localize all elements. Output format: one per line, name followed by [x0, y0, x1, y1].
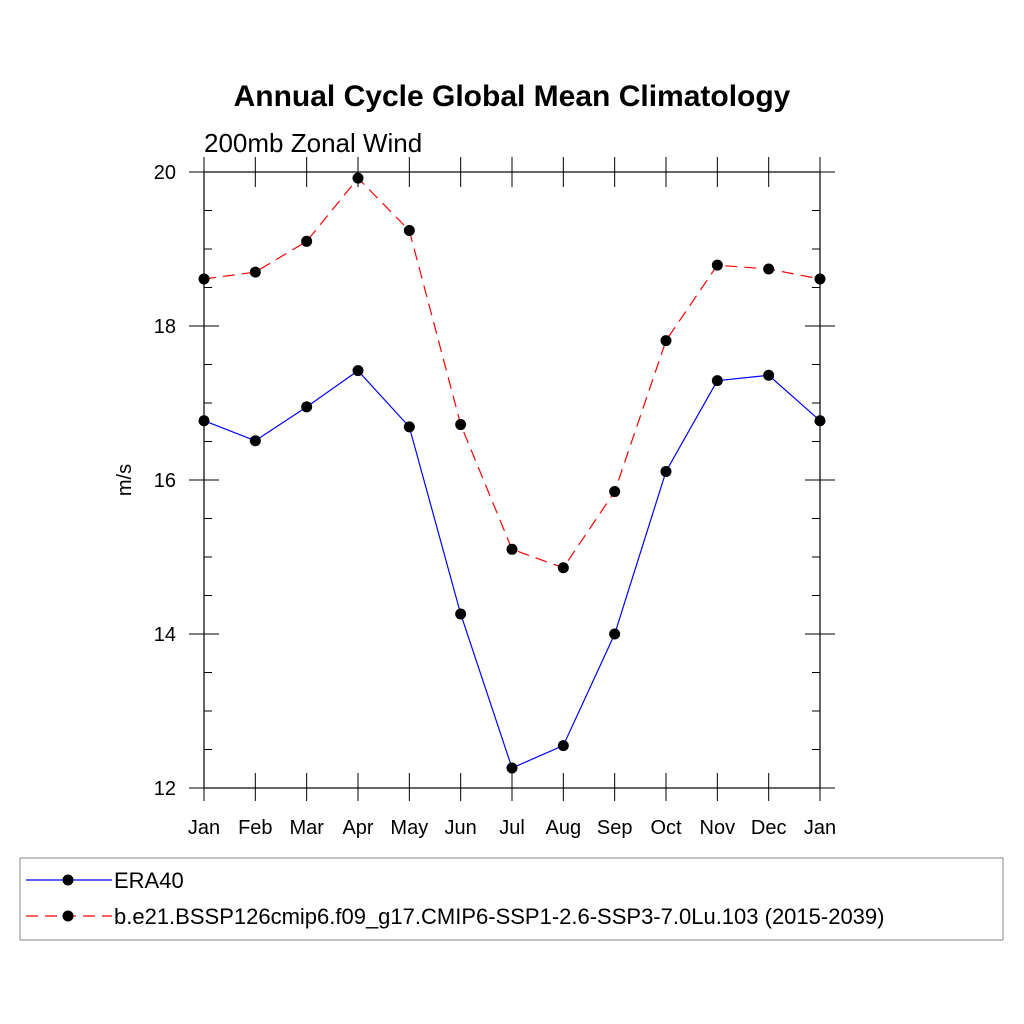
axis-tick-labels: Jan Feb Mar Apr May Jun Jul Aug Sep Oct Nov Dec Jan 1… — [154, 162, 836, 839]
series-1-point — [660, 466, 672, 478]
series-1-point — [814, 415, 826, 427]
series-1-point — [609, 628, 621, 640]
series-1-point — [506, 762, 518, 774]
series-line-2 — [203, 177, 821, 569]
x-tick-label: Sep — [597, 817, 633, 839]
x-tick-label: Mar — [289, 817, 324, 839]
series-1-point — [352, 365, 364, 377]
chart-subtitle: 200mb Zonal Wind — [204, 128, 422, 158]
legend: ERA40 b.e21.BSSP126cmip6.f09_g17.CMIP6-SS… — [26, 868, 884, 929]
x-tick-label: Jun — [445, 817, 477, 839]
series-2-point — [403, 225, 415, 237]
series-2-point — [506, 543, 518, 555]
series-2-point — [660, 335, 672, 347]
x-tick-label: Apr — [342, 817, 373, 839]
series-1-point — [249, 435, 261, 447]
series-2-point — [249, 266, 261, 278]
series-1-point — [763, 369, 775, 381]
legend-label-1: ERA40 — [114, 868, 184, 893]
chart-title: Annual Cycle Global Mean Climatology — [234, 80, 791, 113]
series-2-point — [455, 419, 467, 431]
x-tick-label: Feb — [238, 817, 272, 839]
series-1-point — [301, 401, 313, 413]
x-tick-label: Jul — [499, 817, 525, 839]
y-axis-label: m/s — [114, 464, 136, 496]
series-2-point — [198, 273, 210, 285]
series-1-point — [198, 415, 210, 427]
y-tick-label: 14 — [154, 624, 176, 646]
series-2-point — [352, 172, 364, 184]
x-tick-label: Aug — [546, 817, 582, 839]
legend-marker-2 — [62, 910, 74, 922]
x-tick-label: Jan — [188, 817, 220, 839]
axis-ticks — [189, 157, 835, 801]
series-1-point — [403, 421, 415, 433]
plot-frame — [203, 171, 821, 789]
legend-marker-1 — [62, 874, 74, 886]
series-1-point — [711, 375, 723, 387]
y-tick-label: 12 — [154, 778, 176, 800]
series-2-point — [814, 273, 826, 285]
x-tick-label: Dec — [751, 817, 787, 839]
series-2-point — [711, 259, 723, 271]
y-tick-label: 16 — [154, 470, 176, 492]
series-line-1 — [203, 369, 821, 769]
x-tick-label: Nov — [700, 817, 736, 839]
series-2-point — [557, 562, 569, 574]
x-tick-label: May — [390, 817, 428, 839]
series-1-point — [557, 740, 569, 752]
series-2-point — [763, 263, 775, 275]
series-1-point — [455, 608, 467, 620]
y-tick-label: 18 — [154, 316, 176, 338]
legend-label-2: b.e21.BSSP126cmip6.f09_g17.CMIP6-SSP1-2.… — [114, 904, 884, 929]
y-tick-label: 20 — [154, 162, 176, 184]
series-2-point — [609, 486, 621, 498]
series-2-point — [301, 235, 313, 247]
x-tick-label: Jan — [804, 817, 836, 839]
series-layer — [198, 172, 826, 774]
legend-box — [19, 857, 1004, 941]
x-tick-label: Oct — [650, 817, 682, 839]
